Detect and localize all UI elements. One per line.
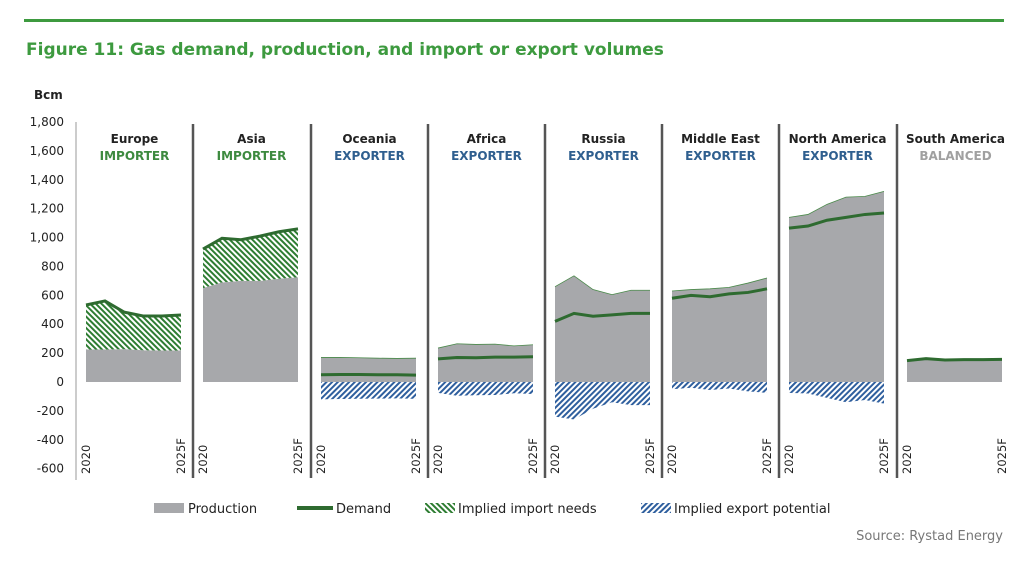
- x-tick-label: 2025F: [760, 438, 774, 474]
- production-outline: [437, 343, 534, 349]
- x-tick-label: 2020: [900, 445, 914, 474]
- y-tick-label: 400: [41, 317, 64, 331]
- legend-demand: Demand: [336, 502, 391, 517]
- export-area: [672, 382, 767, 393]
- x-tick-label: 2020: [431, 445, 445, 474]
- demand-line: [788, 211, 885, 230]
- panel-north-america: North America EXPORTER 2020 2025F: [777, 124, 891, 478]
- import-area: [86, 300, 181, 351]
- import-area: [203, 228, 298, 289]
- legend-demand-swatch: [297, 506, 333, 510]
- x-tick-label: 2025F: [877, 438, 891, 474]
- production-area: [555, 275, 650, 382]
- panel-region-label: Russia: [581, 132, 625, 146]
- x-tick-label: 2025F: [174, 438, 188, 474]
- export-area: [438, 382, 533, 396]
- y-tick-label: 600: [41, 288, 64, 302]
- production-area: [789, 191, 884, 382]
- panel-status-label: IMPORTER: [217, 149, 287, 163]
- chart-title: Figure 11: Gas demand, production, and i…: [26, 40, 664, 60]
- y-axis-label: Bcm: [34, 88, 63, 102]
- x-tick-label: 2020: [548, 445, 562, 474]
- panel-oceania: Oceania EXPORTER 2020 2025F: [309, 124, 423, 478]
- demand-line: [437, 355, 534, 361]
- demand-line: [85, 299, 182, 318]
- x-tick-label: 2020: [665, 445, 679, 474]
- panel-region-label: Africa: [467, 132, 507, 146]
- panel-region-label: Asia: [237, 132, 266, 146]
- panel-region-label: North America: [789, 132, 887, 146]
- panel-region-label: Europe: [111, 132, 159, 146]
- y-tick-label: 1,600: [30, 144, 64, 158]
- panel-region-label: Oceania: [342, 132, 396, 146]
- legend-export-swatch: [641, 503, 671, 513]
- legend-production-swatch: [154, 503, 184, 513]
- demand-line: [671, 287, 768, 300]
- y-tick-label: 1,400: [30, 173, 64, 187]
- production-area: [672, 278, 767, 382]
- x-tick-label: 2025F: [995, 438, 1009, 474]
- y-tick-label: 200: [41, 346, 64, 360]
- y-tick-label: 1,000: [30, 231, 64, 245]
- panel-middle-east: Middle East EXPORTER 2020 2025F: [660, 124, 774, 478]
- legend-production: Production: [188, 502, 257, 517]
- production-area: [438, 343, 533, 382]
- panel-status-label: BALANCED: [919, 149, 991, 163]
- production-outline: [788, 190, 885, 218]
- x-tick-label: 2025F: [643, 438, 657, 474]
- source-note: Source: Rystad Energy: [856, 529, 1003, 544]
- production-area: [907, 358, 1002, 382]
- legend: Production Demand Implied import needs I…: [154, 502, 830, 517]
- panel-russia: Russia EXPORTER 2020 2025F: [543, 124, 657, 478]
- production-area: [86, 349, 181, 382]
- production-outline: [321, 357, 417, 359]
- demand-line: [906, 357, 1003, 363]
- x-tick-label: 2025F: [409, 438, 423, 474]
- panel-status-label: EXPORTER: [802, 149, 873, 163]
- export-area: [789, 382, 884, 404]
- panel-region-label: Middle East: [681, 132, 760, 146]
- demand-line: [554, 311, 650, 323]
- panel-status-label: EXPORTER: [334, 149, 405, 163]
- x-tick-label: 2025F: [526, 438, 540, 474]
- x-tick-label: 2020: [782, 445, 796, 474]
- legend-import: Implied import needs: [458, 502, 597, 517]
- production-area: [203, 277, 298, 382]
- panel-africa: Africa EXPORTER 2020 2025F: [426, 124, 540, 478]
- panel-asia: Asia IMPORTER 2020 2025F: [191, 124, 305, 478]
- legend-export: Implied export potential: [674, 502, 830, 517]
- y-tick-label: 0: [56, 375, 64, 389]
- panel-region-label: South America: [906, 132, 1005, 146]
- y-tick-label: -200: [37, 404, 64, 418]
- x-tick-label: 2020: [79, 445, 93, 474]
- x-tick-label: 2020: [314, 445, 328, 474]
- production-outline: [554, 275, 650, 296]
- y-tick-label: 800: [41, 259, 64, 273]
- y-tick-label: -400: [37, 433, 64, 447]
- demand-line: [202, 227, 299, 251]
- export-area: [555, 382, 650, 420]
- production-outline: [671, 277, 768, 292]
- panel-south-america: South America BALANCED 2020 2025F: [895, 124, 1009, 478]
- x-tick-label: 2020: [196, 445, 210, 474]
- y-tick-label: -600: [37, 462, 64, 476]
- y-tick-label: 1,200: [30, 202, 64, 216]
- top-rule: [24, 19, 1004, 22]
- legend-import-swatch: [425, 503, 455, 513]
- panel-status-label: EXPORTER: [685, 149, 756, 163]
- y-tick-label: 1,800: [30, 115, 64, 129]
- panel-europe: Europe IMPORTER 2020 2025F: [79, 132, 188, 474]
- export-area: [321, 382, 416, 400]
- production-area: [321, 357, 416, 382]
- x-tick-label: 2025F: [291, 438, 305, 474]
- demand-line: [320, 372, 417, 377]
- panel-status-label: IMPORTER: [100, 149, 170, 163]
- panel-status-label: EXPORTER: [568, 149, 639, 163]
- panel-status-label: EXPORTER: [451, 149, 522, 163]
